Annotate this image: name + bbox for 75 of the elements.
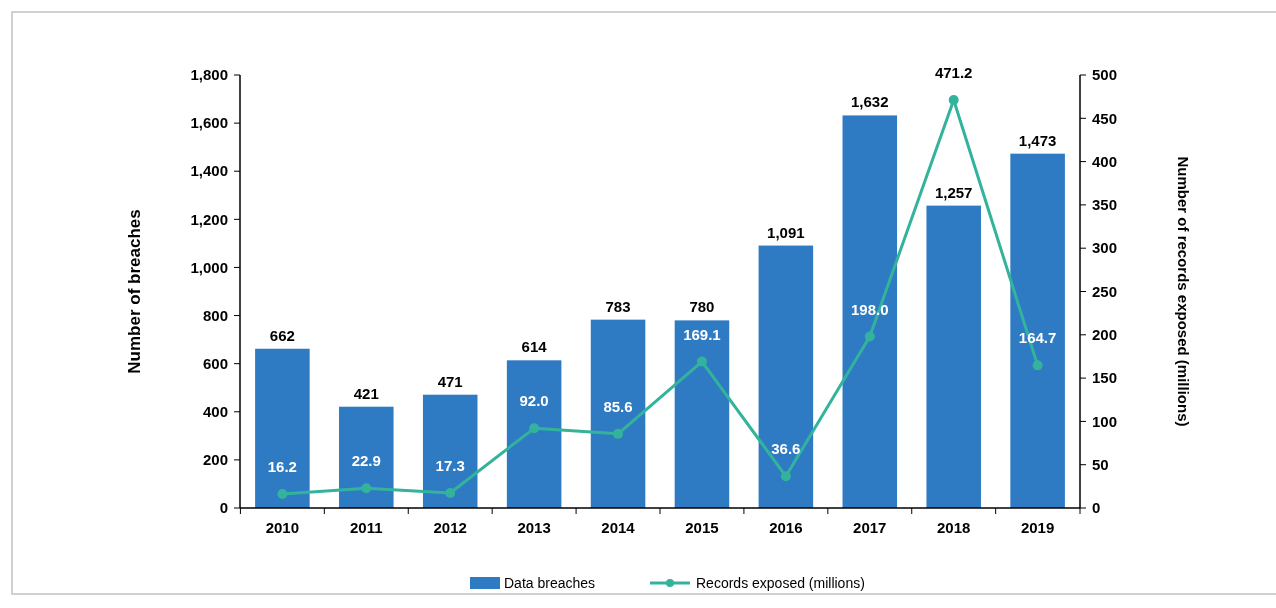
- y-tick-label: 0: [219, 499, 228, 517]
- point: [613, 428, 624, 439]
- x-tick-label: 2017: [853, 519, 887, 536]
- y-tick-label: 1,600: [190, 114, 228, 132]
- x-tick-label: 2013: [517, 519, 551, 536]
- point: [361, 483, 372, 494]
- y2-tick-label: 500: [1092, 66, 1118, 84]
- point: [948, 94, 959, 105]
- data-label: 780: [689, 298, 715, 316]
- y2-tick-label: 200: [1092, 326, 1118, 344]
- data-label: 36.6: [771, 440, 801, 458]
- x-tick-label: 2011: [350, 519, 383, 536]
- bar: [590, 319, 646, 508]
- y-tick-label: 1,800: [190, 66, 228, 84]
- y2-tick-label: 350: [1092, 196, 1118, 214]
- y2-axis-title: Number of records exposed (millions): [1175, 156, 1192, 427]
- data-label: 1,257: [934, 183, 973, 201]
- data-label: 22.9: [351, 452, 381, 470]
- data-label: 198.0: [851, 300, 889, 318]
- y2-tick-label: 100: [1092, 412, 1118, 430]
- y2-tick-label: 300: [1092, 239, 1118, 257]
- y2-tick-label: 400: [1092, 152, 1118, 170]
- y2-tick-label: 250: [1092, 282, 1118, 300]
- bar: [674, 320, 730, 508]
- x-tick-label: 2019: [1020, 519, 1055, 536]
- y-tick-label: 1,400: [190, 162, 228, 180]
- bar: [422, 394, 478, 508]
- y2-tick-label: 450: [1092, 109, 1118, 127]
- legend-label: Records exposed (millions): [696, 575, 865, 591]
- bar: [842, 115, 898, 508]
- data-label: 662: [269, 326, 295, 344]
- point: [864, 331, 875, 342]
- x-tick-label: 2015: [685, 519, 719, 536]
- data-label: 471.2: [934, 63, 973, 81]
- x-tick-label: 2018: [937, 519, 971, 536]
- data-label: 471: [437, 372, 463, 390]
- point: [1032, 360, 1043, 371]
- bar: [339, 406, 394, 508]
- data-label: 421: [353, 384, 379, 402]
- bar: [926, 205, 981, 508]
- y2-tick-label: 50: [1092, 455, 1109, 473]
- data-label: 17.3: [435, 457, 465, 475]
- y-tick-label: 800: [202, 306, 228, 324]
- x-tick-label: 2014: [601, 519, 636, 536]
- data-label: 92.0: [519, 392, 549, 410]
- data-label: 85.6: [603, 397, 633, 415]
- point: [445, 488, 456, 499]
- y-tick-label: 200: [202, 451, 228, 469]
- y-tick-label: 1,000: [190, 258, 228, 276]
- point: [277, 488, 288, 499]
- y-tick-label: 1,200: [190, 210, 228, 228]
- y-axis-title: Number of breaches: [125, 209, 144, 374]
- point: [780, 471, 791, 482]
- data-label: 1,632: [851, 93, 889, 111]
- x-tick-label: 2016: [769, 519, 803, 536]
- data-label: 16.2: [267, 457, 297, 475]
- data-label: 1,091: [767, 223, 805, 241]
- y2-tick-label: 150: [1092, 369, 1118, 387]
- data-label: 1,473: [1018, 131, 1057, 149]
- data-label: 614: [521, 338, 548, 356]
- data-label: 783: [605, 297, 631, 315]
- point: [529, 423, 540, 434]
- point: [696, 356, 707, 367]
- bar: [758, 245, 814, 508]
- bar: [255, 348, 310, 508]
- data-label: 164.7: [1018, 329, 1057, 347]
- legend-label: Data breaches: [504, 575, 596, 591]
- data-label: 169.1: [683, 325, 721, 343]
- x-tick-label: 2012: [433, 519, 467, 536]
- bar: [506, 360, 562, 508]
- y-tick-label: 400: [202, 403, 228, 421]
- y-tick-label: 600: [202, 354, 228, 372]
- bar: [1010, 153, 1065, 508]
- y2-tick-label: 0: [1092, 499, 1101, 517]
- x-tick-label: 2010: [265, 519, 300, 536]
